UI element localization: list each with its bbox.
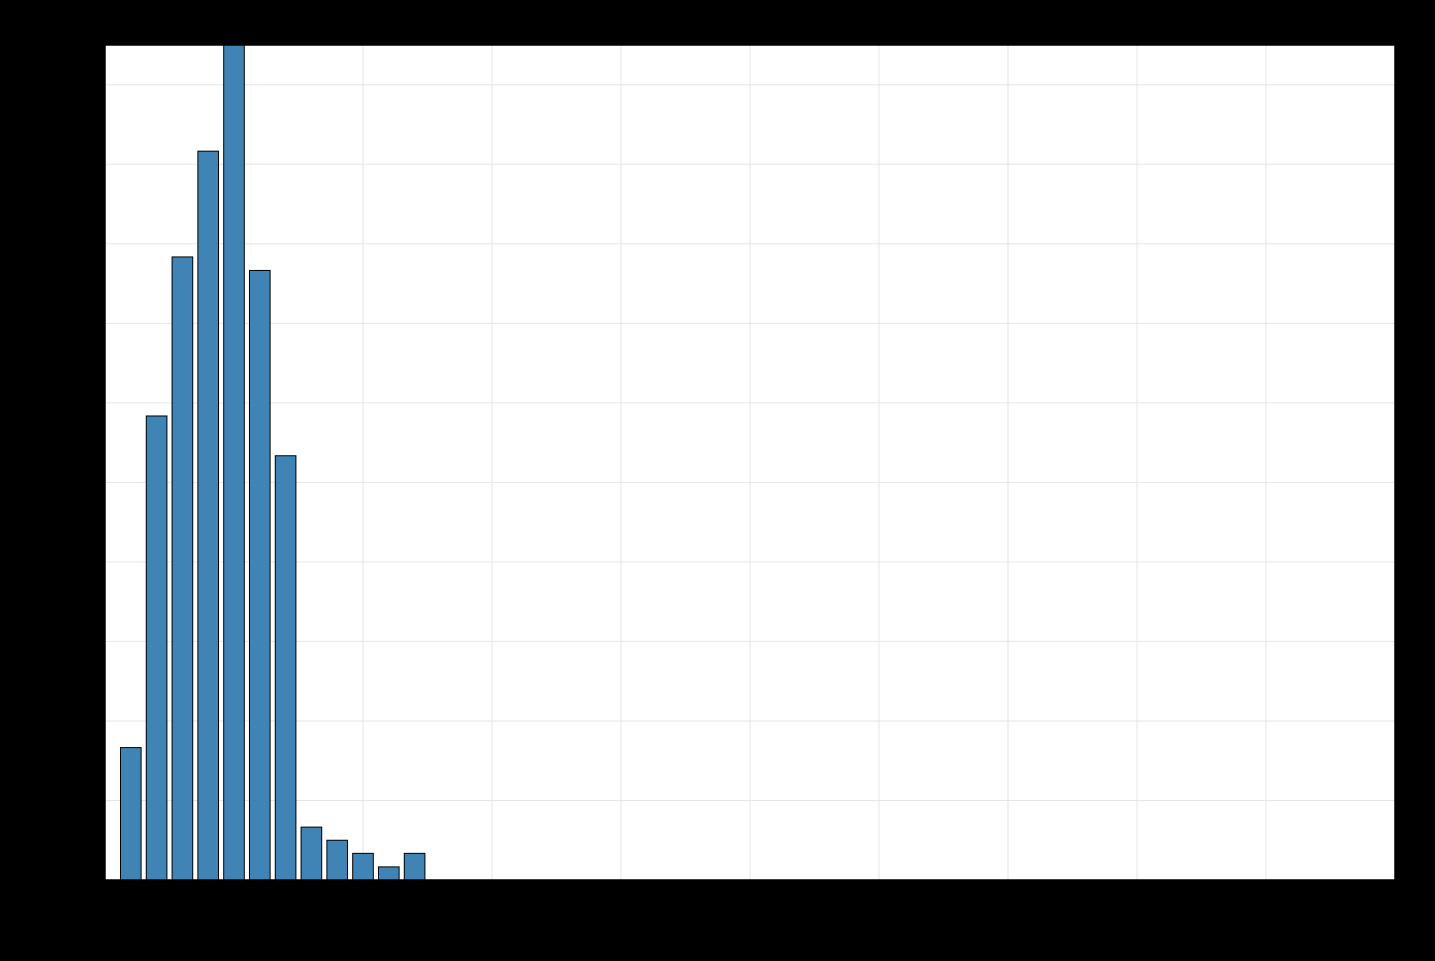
x-tick-label: 40: [1125, 894, 1149, 919]
y-tick-label: 0.12: [48, 391, 91, 416]
y-tick-label: 0.2: [60, 72, 91, 97]
histogram-bar: [198, 151, 219, 880]
y-tick-label: 0.06: [48, 629, 91, 654]
histogram-bar: [224, 0, 245, 880]
histogram-bar: [378, 867, 399, 880]
y-tick-label: 0.18: [48, 152, 91, 177]
x-tick-label: 35: [996, 894, 1020, 919]
histogram-bar: [120, 748, 141, 880]
chart-svg: 0 5 10 15 20 25 30 35 40 45 50 0 0.02 0.04 0.06 0.08 0.1…: [0, 0, 1435, 961]
histogram-bar: [353, 853, 374, 880]
histogram-bar: [327, 840, 348, 880]
histogram-bar: [146, 416, 167, 880]
y-tick-label: 0.1: [60, 470, 91, 495]
x-tick-label: 15: [480, 894, 504, 919]
histogram-bar: [249, 270, 270, 880]
histogram-bar: [301, 827, 322, 880]
x-tick-label: 20: [609, 894, 633, 919]
y-tick-label: 0.04: [48, 709, 91, 734]
x-tick-label: 25: [738, 894, 762, 919]
y-axis-label: Frequency [density]: [7, 348, 34, 576]
x-tick-label: 30: [867, 894, 891, 919]
histogram-bar: [172, 257, 193, 880]
y-tick-label: 0.08: [48, 550, 91, 575]
histogram-bar: [404, 853, 425, 880]
y-tick-label: 0.16: [48, 232, 91, 257]
x-tick-label: 10: [351, 894, 375, 919]
y-tick-label: 0: [79, 868, 91, 893]
x-axis-label: Number of Earths [count]: [605, 919, 894, 946]
y-tick-label: 0.14: [48, 311, 91, 336]
histogram-chart: 0 5 10 15 20 25 30 35 40 45 50 0 0.02 0.04 0.06 0.08 0.1…: [0, 0, 1435, 961]
x-tick-label: 5: [228, 894, 240, 919]
y-tick-label: 0.02: [48, 788, 91, 813]
x-tick-label: 50: [1383, 894, 1407, 919]
x-tick-label: 0: [99, 894, 111, 919]
x-tick-label: 45: [1254, 894, 1278, 919]
histogram-bar: [275, 456, 296, 880]
